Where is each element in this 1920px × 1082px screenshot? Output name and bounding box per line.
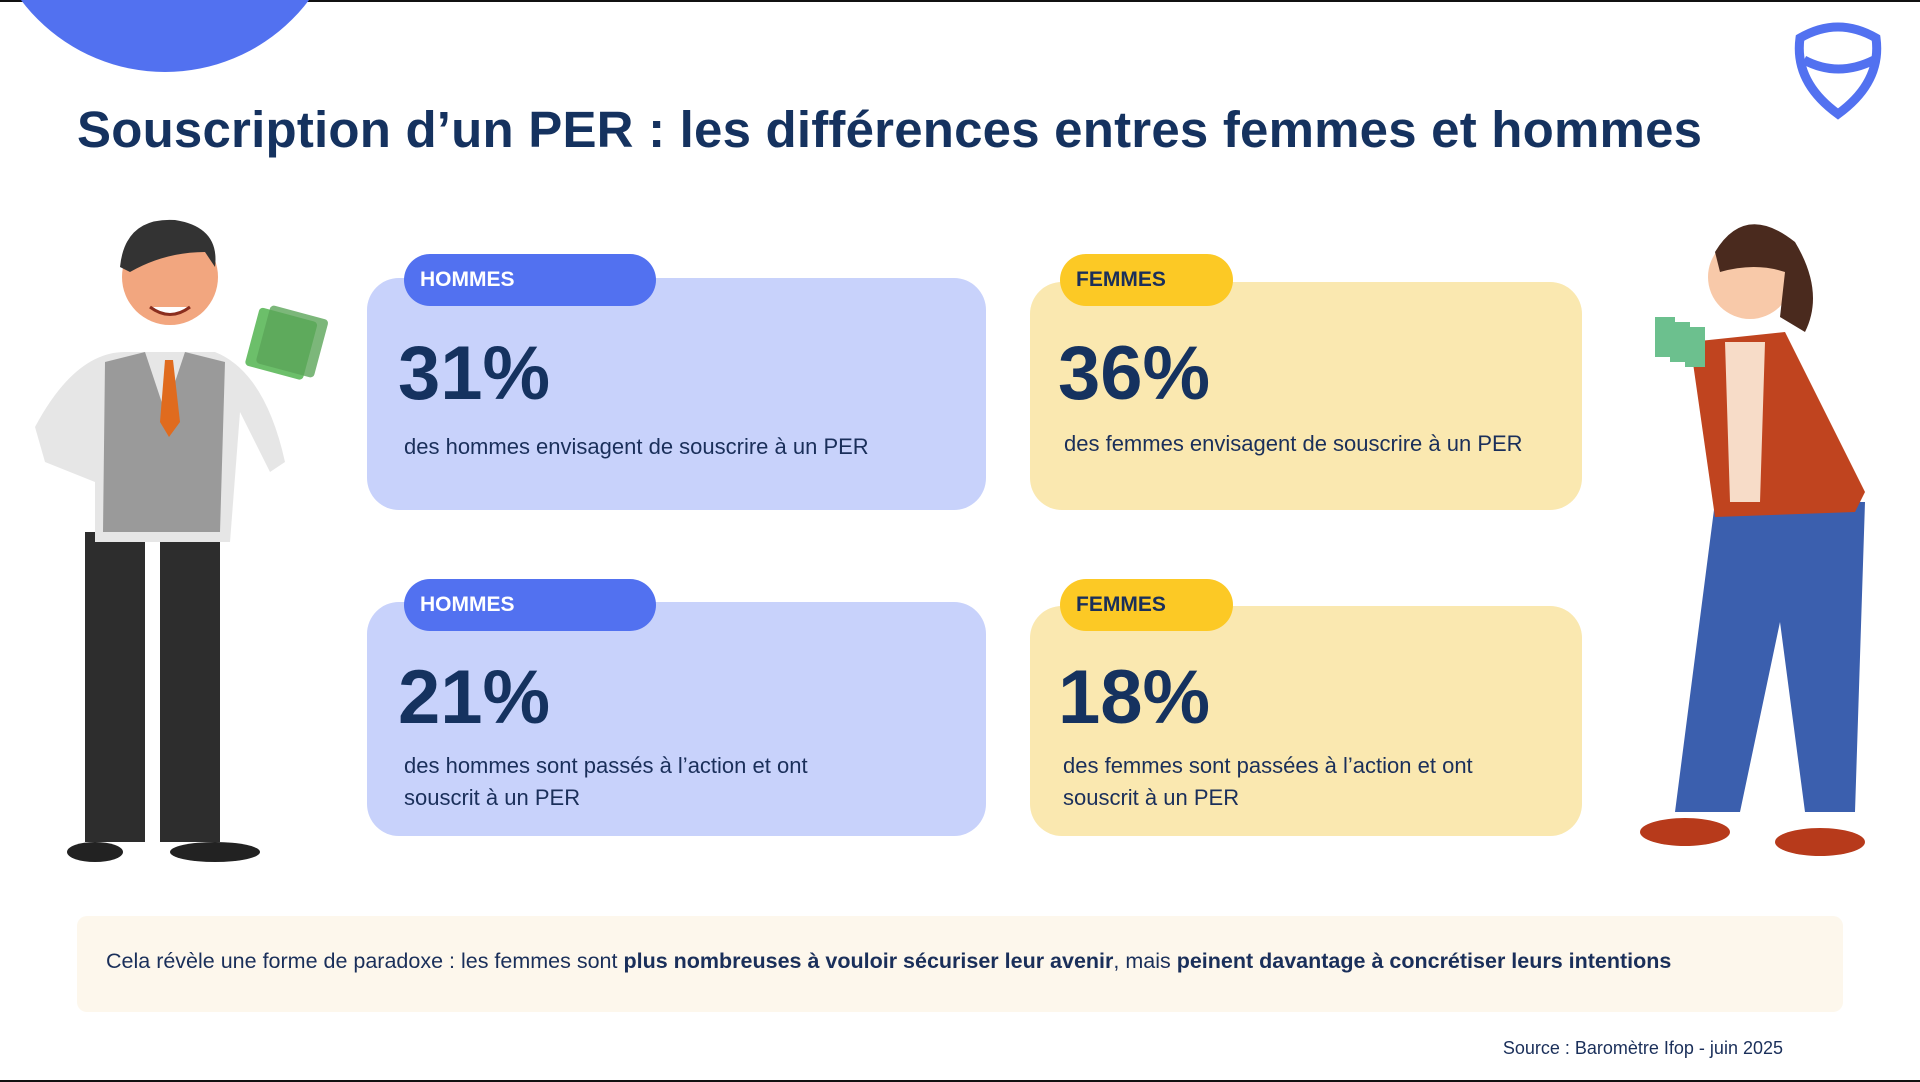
stat-description: des femmes sont passées à l’action et on… (1063, 753, 1473, 810)
stat-value: 36% (1058, 331, 1211, 416)
stat-value: 31% (398, 331, 551, 416)
decorative-circle (0, 0, 345, 72)
tag-femmes: FEMMES (1060, 254, 1233, 306)
source-label: Source : Baromètre Ifop - juin 2025 (1502, 1038, 1783, 1058)
shield-logo-icon (1794, 22, 1882, 120)
note-bold: peinent davantage à concrétiser leurs in… (1176, 949, 1672, 973)
page-title: Souscription d’un PER : les différences … (77, 101, 1703, 158)
man-illustration (35, 219, 329, 862)
card-women-subscribed (1030, 606, 1582, 836)
tag-hommes: HOMMES (404, 254, 656, 306)
note-bold: plus nombreuses à vouloir sécuriser leur… (623, 949, 1114, 973)
tag-hommes: HOMMES (404, 579, 656, 631)
stat-description: des femmes envisagent de souscrire à un … (1064, 431, 1523, 456)
tag-femmes: FEMMES (1060, 579, 1233, 631)
conclusion-note: Cela révèle une forme de paradoxe : les … (77, 916, 1843, 1012)
note-text: , mais (1113, 949, 1177, 973)
card-men-subscribed (367, 602, 986, 836)
note-text: Cela révèle une forme de paradoxe : les … (106, 949, 624, 973)
stat-description: des hommes envisagent de souscrire à un … (404, 434, 869, 459)
stat-value: 18% (1058, 655, 1211, 740)
stat-description: des hommes sont passés à l’action et ont… (404, 753, 808, 810)
stat-value: 21% (398, 655, 551, 740)
card-men-intend (367, 278, 986, 510)
woman-illustration (1640, 224, 1865, 856)
card-women-intend (1030, 282, 1582, 510)
